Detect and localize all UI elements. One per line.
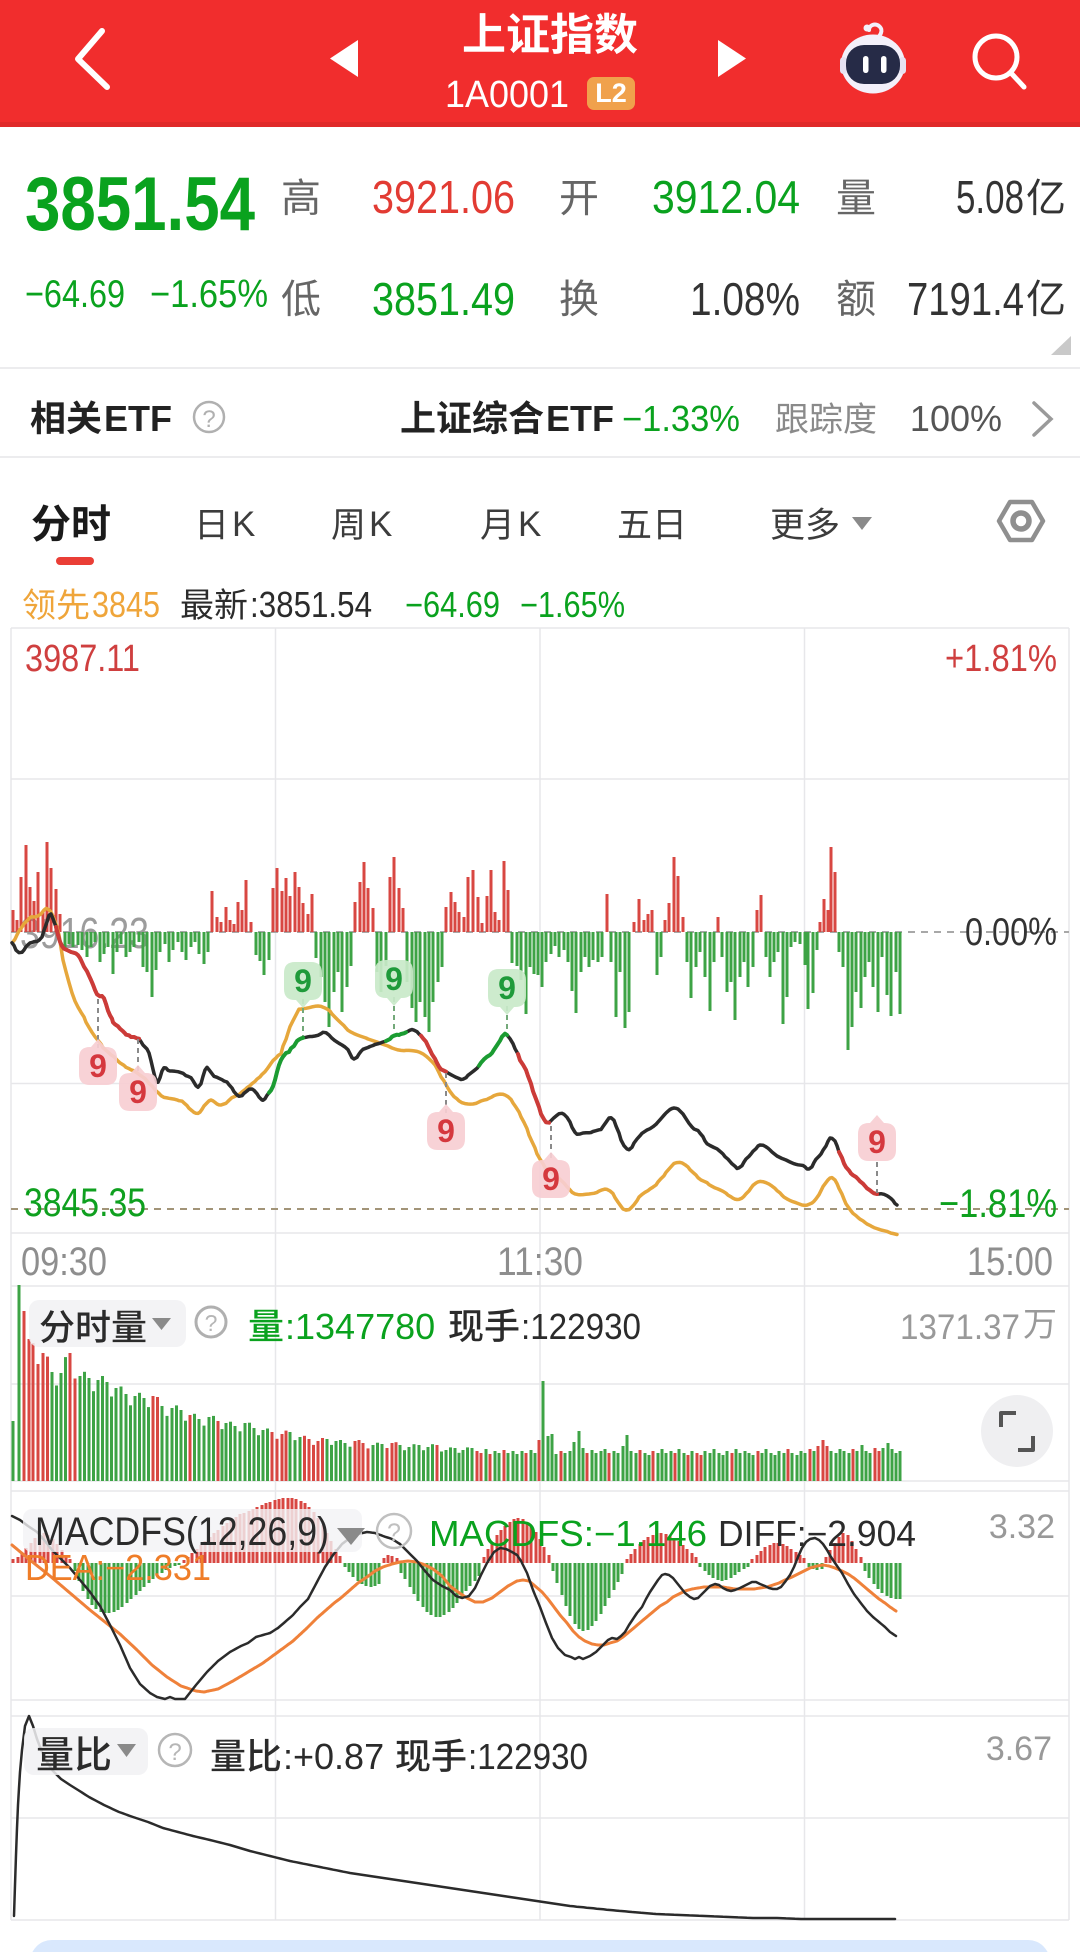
svg-text::3851.54: :3851.54 — [250, 584, 372, 625]
svg-text:?: ? — [205, 1310, 218, 1336]
svg-text:3.32: 3.32 — [989, 1508, 1055, 1546]
svg-text:0.00%: 0.00% — [965, 911, 1057, 954]
svg-text:09:30: 09:30 — [21, 1240, 107, 1284]
svg-text:9: 9 — [294, 963, 312, 999]
svg-text:K: K — [518, 505, 541, 544]
svg-text:−64.69: −64.69 — [25, 273, 125, 316]
svg-text:−1.65%: −1.65% — [150, 273, 268, 316]
svg-text:100%: 100% — [910, 398, 1002, 439]
svg-text:3912.04: 3912.04 — [652, 171, 800, 223]
svg-text:K: K — [232, 505, 255, 544]
svg-text:9: 9 — [89, 1048, 107, 1084]
svg-text:3851.49: 3851.49 — [372, 273, 515, 325]
svg-text:ETF: ETF — [104, 398, 172, 439]
svg-text:9: 9 — [129, 1074, 147, 1110]
svg-text:11:30: 11:30 — [497, 1240, 583, 1284]
svg-text:9: 9 — [385, 961, 403, 997]
svg-text:3845: 3845 — [92, 584, 160, 625]
svg-text:5.08: 5.08 — [956, 171, 1024, 223]
svg-text:3.67: 3.67 — [986, 1730, 1052, 1768]
svg-text::122930: :122930 — [521, 1306, 641, 1347]
svg-text:7191.4: 7191.4 — [907, 273, 1024, 325]
svg-text::122930: :122930 — [468, 1736, 588, 1777]
svg-text:DEA:−2.331: DEA:−2.331 — [25, 1547, 211, 1588]
svg-text:K: K — [369, 505, 392, 544]
svg-text:MACDFS(12,26,9): MACDFS(12,26,9) — [35, 1510, 329, 1554]
svg-text:1A0001: 1A0001 — [445, 74, 569, 116]
svg-text:−1.33%: −1.33% — [622, 398, 740, 439]
svg-text:15:00: 15:00 — [967, 1240, 1053, 1284]
svg-text::1347780: :1347780 — [285, 1306, 435, 1347]
svg-text:L2: L2 — [595, 78, 627, 108]
svg-text:?: ? — [387, 1519, 401, 1547]
svg-text:?: ? — [202, 406, 215, 433]
svg-text:+1.81%: +1.81% — [945, 638, 1057, 680]
svg-text:3921.06: 3921.06 — [372, 171, 515, 223]
svg-text:9: 9 — [498, 970, 516, 1006]
svg-text::+0.87: :+0.87 — [283, 1736, 384, 1777]
svg-text:1.08%: 1.08% — [690, 273, 800, 325]
svg-text:MACDFS:−1.146: MACDFS:−1.146 — [429, 1513, 707, 1554]
svg-text:3845.35: 3845.35 — [24, 1181, 146, 1225]
svg-text:?: ? — [168, 1739, 181, 1766]
svg-text:9: 9 — [542, 1161, 560, 1197]
svg-text:3987.11: 3987.11 — [25, 638, 140, 680]
svg-text:9: 9 — [868, 1124, 886, 1160]
svg-text:−64.69: −64.69 — [405, 584, 500, 625]
svg-text:−1.65%: −1.65% — [520, 584, 625, 625]
svg-text:9: 9 — [437, 1113, 455, 1149]
svg-text:1371.37: 1371.37 — [900, 1308, 1020, 1347]
svg-text:DIFF:−2.904: DIFF:−2.904 — [718, 1513, 916, 1554]
svg-text:ETF: ETF — [546, 398, 614, 439]
svg-text:−1.81%: −1.81% — [939, 1182, 1057, 1226]
svg-text:3851.54: 3851.54 — [25, 162, 255, 247]
